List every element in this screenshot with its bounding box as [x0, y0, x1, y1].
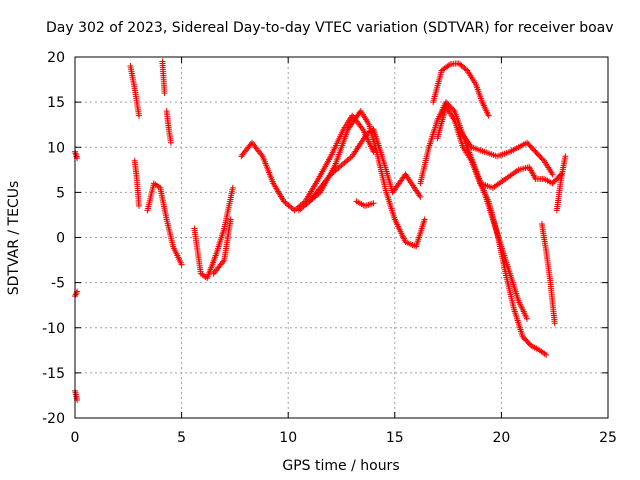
series-track-b: [72, 288, 81, 300]
series-track-p: [434, 103, 550, 358]
data-point: [73, 290, 80, 297]
x-axis-label: GPS time / hours: [282, 458, 399, 474]
data-point: [167, 139, 174, 146]
series-track-i: [191, 184, 236, 282]
data-point: [178, 261, 185, 268]
x-tick-label: 0: [71, 430, 80, 446]
y-tick-label: -10: [42, 321, 65, 337]
x-tick-label: 15: [386, 430, 404, 446]
y-tick-label: 0: [56, 231, 65, 247]
series-track-r: [455, 126, 556, 178]
x-tick-label: 10: [279, 430, 297, 446]
series-track-u: [553, 153, 569, 214]
data-point: [73, 151, 80, 158]
data-point: [562, 153, 569, 160]
series-track-o: [417, 99, 530, 322]
data-point: [485, 112, 492, 119]
data-point: [73, 153, 80, 160]
chart-title: Day 302 of 2023, Sidereal Day-to-day VTE…: [46, 20, 614, 36]
data-point: [161, 90, 168, 97]
data-point: [543, 351, 550, 358]
data-point: [227, 216, 234, 223]
series-track-e: [131, 157, 142, 209]
data-point: [370, 200, 377, 207]
series-track-g: [159, 58, 168, 97]
y-tick-label: 20: [47, 50, 65, 66]
series-track-c: [72, 387, 81, 403]
data-point: [549, 171, 556, 178]
data-point: [450, 106, 457, 113]
series-track-d: [127, 63, 142, 119]
series-track-q: [430, 60, 492, 119]
y-tick-label: 5: [56, 185, 65, 201]
series-track-j: [210, 216, 234, 277]
data-point: [417, 193, 424, 200]
data-point: [523, 315, 530, 322]
data-point: [229, 184, 236, 191]
x-tick-label: 20: [492, 430, 510, 446]
series-track-k: [238, 112, 377, 214]
y-tick-label: 10: [47, 140, 65, 156]
series-track-f: [144, 180, 185, 268]
series-track-s: [477, 164, 565, 191]
y-tick-label: -5: [51, 276, 65, 292]
axis-ticks: 0 5 10 15 20 25 -20 -15 -10 -5 0 5 10 15 20: [42, 50, 617, 446]
data-point: [72, 150, 79, 157]
data-point: [72, 291, 79, 298]
data-point: [445, 62, 452, 69]
data-point: [421, 216, 428, 223]
series-track-l: [295, 108, 428, 250]
grid: [75, 57, 608, 418]
x-tick-label: 5: [177, 430, 186, 446]
x-tick-label: 25: [599, 430, 617, 446]
series-track-m: [306, 126, 424, 205]
data-points: [72, 58, 569, 403]
y-axis-label: SDTVAR / TECUs: [6, 181, 22, 296]
y-tick-label: 15: [47, 95, 65, 111]
y-tick-label: -15: [42, 366, 65, 382]
series-track-a: [72, 148, 81, 162]
data-point: [551, 320, 558, 327]
data-point: [135, 112, 142, 119]
series-track-n: [353, 198, 377, 209]
y-tick-label: -20: [42, 411, 65, 427]
series-track-h: [163, 108, 174, 146]
data-point: [135, 202, 142, 209]
series-track-t: [538, 220, 558, 327]
